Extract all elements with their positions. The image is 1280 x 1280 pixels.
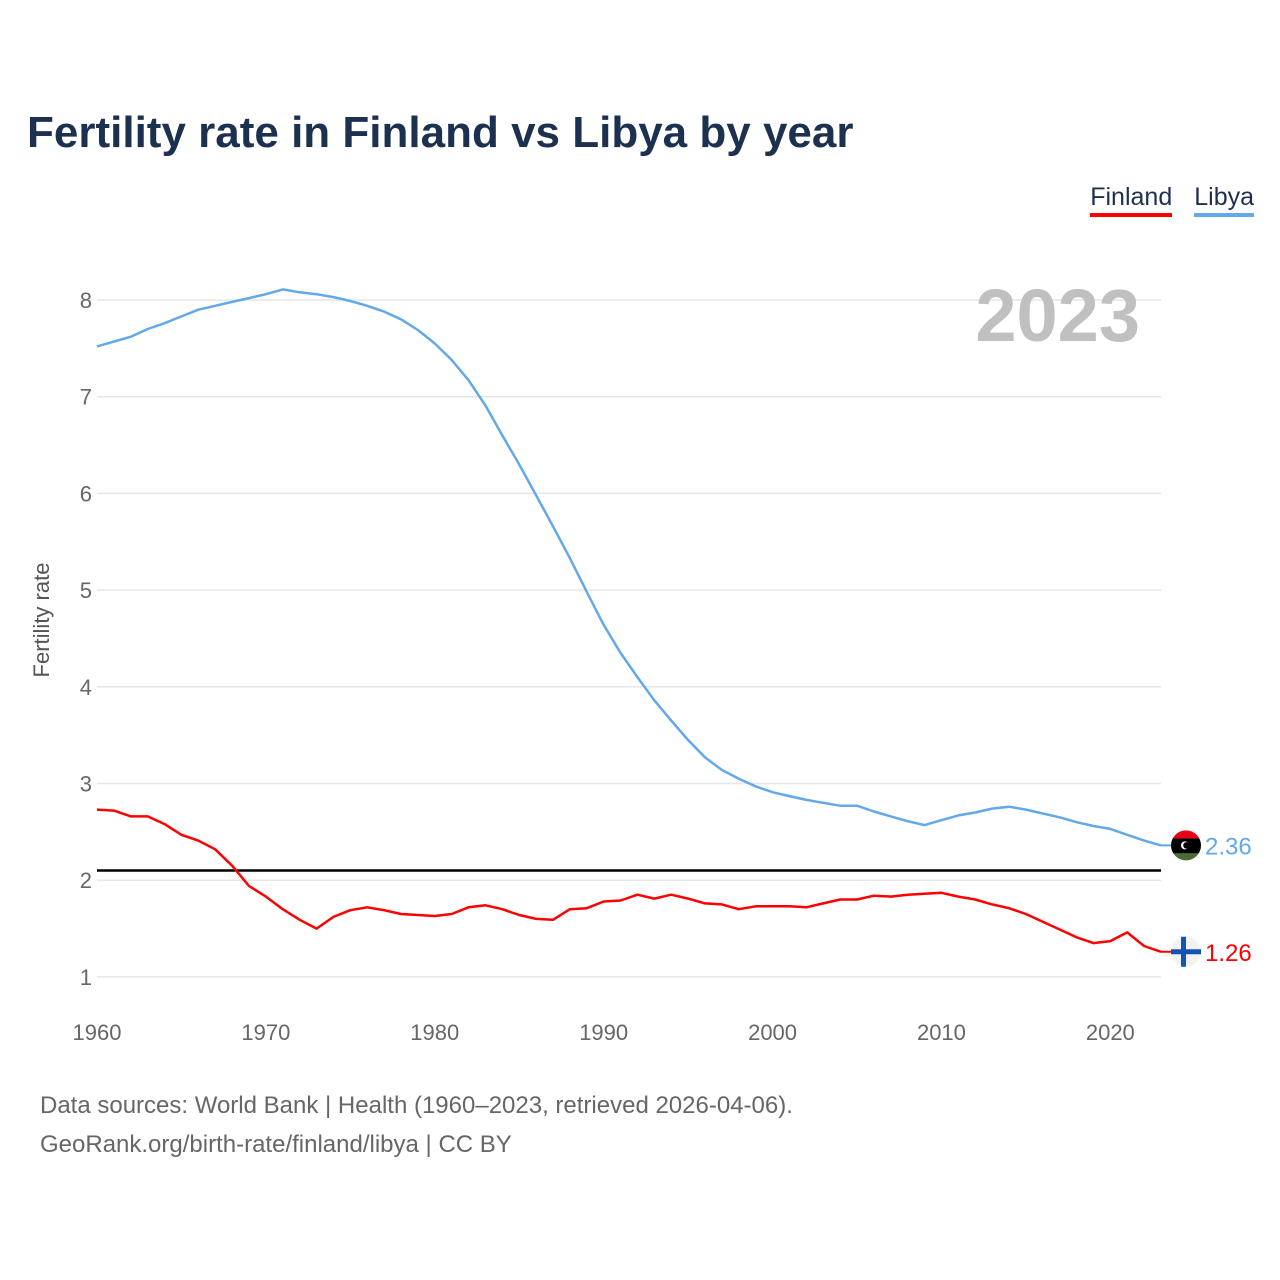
- data-source-text: Data sources: World Bank | Health (1960–…: [40, 1092, 793, 1119]
- legend-item-libya[interactable]: Libya: [1194, 183, 1254, 217]
- x-tick-label: 1960: [73, 1020, 122, 1045]
- year-watermark: 2023: [975, 274, 1140, 357]
- series-line-finland: [96, 808, 1162, 953]
- y-tick-label: 8: [80, 288, 92, 313]
- x-tick-label: 1970: [241, 1020, 290, 1045]
- legend: Finland Libya: [1090, 183, 1254, 217]
- x-tick-label: 2020: [1086, 1020, 1135, 1045]
- series-line-libya: [96, 288, 1162, 847]
- y-tick-label: 1: [80, 965, 92, 990]
- y-tick-label: 6: [80, 481, 92, 506]
- y-tick-label: 4: [80, 675, 92, 700]
- end-value-label-libya: 2.36: [1205, 833, 1252, 860]
- end-value-label-finland: 1.26: [1205, 940, 1252, 967]
- x-tick-label: 2000: [748, 1020, 797, 1045]
- y-tick-label: 2: [80, 868, 92, 893]
- y-tick-label: 3: [80, 772, 92, 797]
- y-tick-label: 7: [80, 385, 92, 410]
- x-tick-label: 2010: [917, 1020, 966, 1045]
- libya-flag-icon: [1171, 830, 1201, 861]
- source-link[interactable]: GeoRank.org/birth-rate/finland/libya | C…: [40, 1131, 512, 1158]
- finland-flag-icon: [1171, 936, 1201, 967]
- x-tick-label: 1980: [410, 1020, 459, 1045]
- legend-item-finland[interactable]: Finland: [1090, 183, 1173, 217]
- chart-title: Fertility rate in Finland vs Libya by ye…: [27, 108, 854, 157]
- y-tick-label: 5: [80, 578, 92, 603]
- footer: Data sources: World Bank | Health (1960–…: [40, 1086, 793, 1164]
- x-tick-label: 1990: [579, 1020, 628, 1045]
